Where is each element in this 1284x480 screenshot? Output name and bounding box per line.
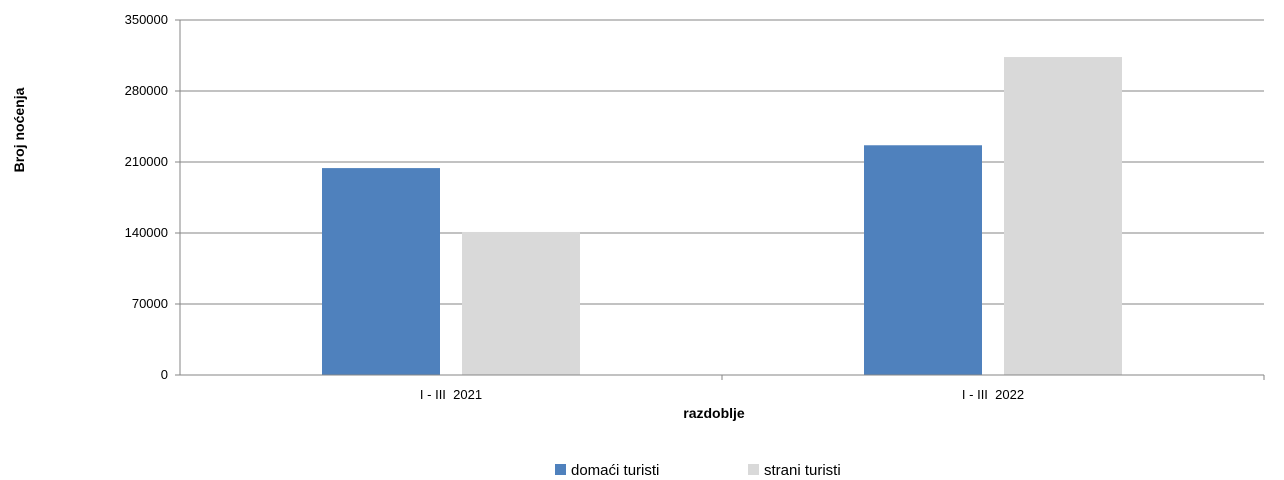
bar-domestic-1: [864, 145, 982, 375]
legend-label: strani turisti: [764, 462, 841, 479]
y-tick-labels: 0 70000 140000 210000 280000 350000: [125, 12, 180, 382]
legend-swatch: [555, 464, 566, 475]
bar-foreign-1: [1004, 57, 1122, 376]
y-tick-label: 210000: [125, 154, 168, 169]
legend: domaći turisti strani turisti: [555, 462, 841, 479]
x-tick-label: I - III 2021: [420, 387, 482, 402]
bar-foreign-0: [462, 231, 580, 375]
y-tick-label: 280000: [125, 83, 168, 98]
y-tick-label: 350000: [125, 12, 168, 27]
legend-label: domaći turisti: [571, 462, 659, 479]
bars: [322, 57, 1122, 376]
y-tick-label: 140000: [125, 225, 168, 240]
bar-domestic-0: [322, 168, 440, 375]
y-axis-title: Broj noćenja: [11, 87, 27, 172]
y-tick-label: 0: [161, 367, 168, 382]
x-axis-title: razdoblje: [683, 405, 745, 421]
y-tick-label: 70000: [132, 296, 168, 311]
x-tick-label: I - III 2022: [962, 387, 1024, 402]
legend-swatch: [748, 464, 759, 475]
x-tick-labels: I - III 2021 I - III 2022: [420, 375, 1265, 402]
